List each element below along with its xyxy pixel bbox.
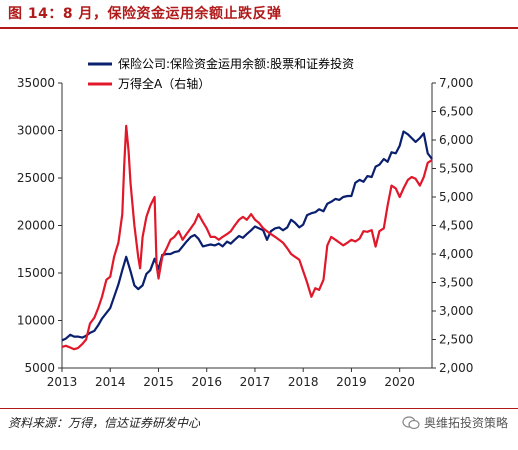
line-chart: 保险公司:保险资金运用余额:股票和证券投资 万得全A（右轴） 5000 10000… xyxy=(17,56,474,389)
page-title: 图 14：8 月，保险资金运用余额止跌反弹 xyxy=(8,6,282,22)
watermark: 奥维拓投资策略 xyxy=(402,414,508,431)
x-tick-label: 2018 xyxy=(288,375,319,389)
series-line-2 xyxy=(61,124,433,351)
x-tick-label: 2017 xyxy=(240,375,271,389)
y-right-tick-label: 4,500 xyxy=(439,219,473,233)
y-right-tick-label: 3,000 xyxy=(439,304,473,318)
series-line-1 xyxy=(61,130,433,342)
y-left-tick-label: 5000 xyxy=(24,361,55,375)
chart-series xyxy=(61,124,433,351)
y-right-tick-label: 3,500 xyxy=(439,276,473,290)
y-right-tick-label: 6,500 xyxy=(439,105,473,119)
legend-label-series-2: 万得全A（右轴） xyxy=(118,76,210,91)
y-left-tick-label: 25000 xyxy=(17,171,55,185)
x-tick-label: 2020 xyxy=(384,375,415,389)
source-note: 资料来源：万得，信达证券研发中心 xyxy=(8,416,201,430)
y-right-tick-label: 2,500 xyxy=(439,333,473,347)
x-tick-label: 2016 xyxy=(191,375,222,389)
x-tick-label: 2019 xyxy=(336,375,367,389)
y-right-tick-label: 5,000 xyxy=(439,190,473,204)
wechat-icon xyxy=(402,415,420,429)
y-left-tick-label: 30000 xyxy=(17,124,55,138)
x-tick-label: 2015 xyxy=(143,375,174,389)
y-left-tick-label: 35000 xyxy=(17,76,55,90)
y-left-tick-label: 15000 xyxy=(17,266,55,280)
title-divider xyxy=(0,27,518,29)
chart-axes: 5000 10000 15000 20000 25000 30000 35000 2,000 2… xyxy=(17,76,474,389)
y-left-tick-label: 10000 xyxy=(17,314,55,328)
y-right-tick-label: 5,500 xyxy=(439,162,473,176)
chart-legend: 保险公司:保险资金运用余额:股票和证券投资 万得全A（右轴） xyxy=(88,56,354,91)
y-right-tick-label: 6,000 xyxy=(439,133,473,147)
x-tick-label: 2014 xyxy=(95,375,126,389)
watermark-text: 奥维拓投资策略 xyxy=(423,416,508,430)
y-right-tick-label: 2,000 xyxy=(439,361,473,375)
y-right-tick-label: 4,000 xyxy=(439,247,473,261)
y-left-tick-label: 20000 xyxy=(17,219,55,233)
x-tick-label: 2013 xyxy=(47,375,78,389)
legend-label-series-1: 保险公司:保险资金运用余额:股票和证券投资 xyxy=(118,56,354,71)
y-right-tick-label: 7,000 xyxy=(439,76,473,90)
source-divider xyxy=(0,408,518,409)
